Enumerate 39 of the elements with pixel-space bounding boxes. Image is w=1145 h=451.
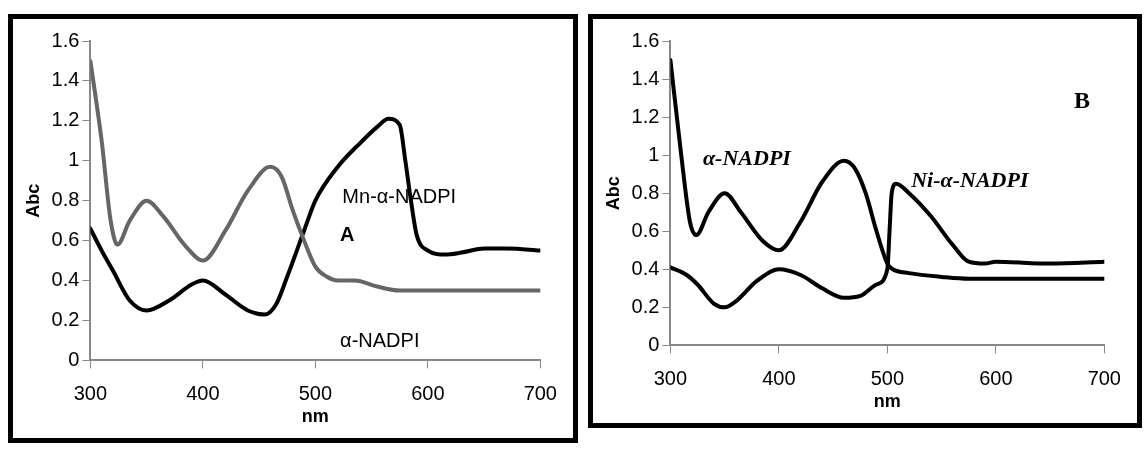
x-tick-label: 600 [979, 366, 1013, 389]
y-tick-label: 0.2 [631, 294, 660, 317]
y-tick-label: 1.4 [51, 68, 80, 91]
x-axis-title: nm [301, 406, 329, 427]
x-tick-label: 700 [523, 381, 557, 404]
y-tick-label: 0 [68, 347, 80, 370]
line-series [90, 116, 541, 317]
annotation: B [1073, 87, 1090, 114]
x-tick-label: 500 [298, 381, 333, 404]
y-tick-label: 0.4 [51, 268, 80, 291]
y-tick-label: 1.6 [51, 28, 80, 51]
y-tick-label: 1 [648, 142, 660, 165]
y-tick-label: 0.6 [631, 218, 660, 241]
y-tick-label: 1 [68, 148, 80, 171]
y-tick-label: 1.6 [631, 28, 660, 51]
annotation: α-NADPI [340, 328, 420, 351]
y-tick-label: 1.2 [51, 108, 80, 131]
y-tick-label: 0.6 [51, 228, 80, 251]
x-tick-label: 600 [411, 381, 445, 404]
annotation: A [340, 223, 355, 246]
y-tick-label: 0.4 [631, 256, 660, 279]
x-tick-label: 400 [186, 381, 220, 404]
x-tick-label: 500 [870, 366, 905, 389]
x-tick-label: 700 [1087, 366, 1121, 389]
y-axis-title: Abc [22, 183, 43, 218]
y-tick-label: 0.8 [631, 180, 660, 203]
x-tick-label: 300 [653, 366, 688, 389]
y-tick-label: 1.2 [631, 104, 660, 127]
y-tick-label: 0.8 [51, 188, 80, 211]
annotation: Ni-α-NADPI [910, 166, 1030, 192]
annotation: α-NADPI [702, 145, 793, 171]
x-tick-label: 400 [762, 366, 796, 389]
y-tick-label: 0 [648, 332, 660, 355]
y-tick-label: 0.2 [51, 307, 80, 330]
x-axis-title: nm [873, 391, 901, 412]
x-tick-label: 300 [73, 381, 108, 404]
y-tick-label: 1.4 [631, 66, 660, 89]
line-series [90, 58, 541, 293]
y-axis-title: Abc [602, 176, 623, 211]
